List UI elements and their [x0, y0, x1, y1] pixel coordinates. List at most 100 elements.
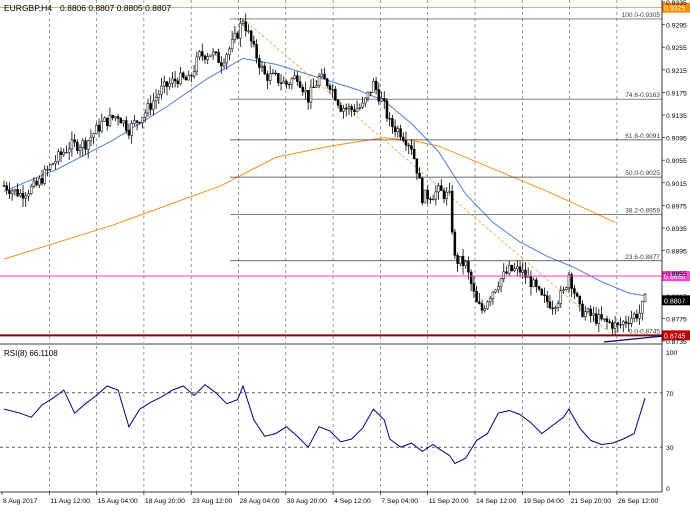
candle-body [418, 172, 421, 179]
candle-body [78, 147, 82, 151]
candle-body [40, 178, 44, 184]
candle-body [594, 313, 598, 324]
candle-body [70, 139, 74, 150]
candle-body [258, 58, 261, 68]
rsi-tick-label: 0 [666, 486, 670, 493]
candle-body [130, 123, 133, 136]
x-tick-label: 19 Sep 04:00 [523, 498, 564, 505]
candle-body [342, 108, 345, 112]
candle-body [562, 289, 565, 292]
candle-body [415, 158, 419, 174]
candle-body [206, 56, 209, 60]
candle-body [152, 100, 155, 110]
candle-body [472, 283, 476, 292]
price-tick-label: 0.8855 [666, 271, 687, 278]
candle-body [611, 322, 614, 329]
candle-body [312, 86, 315, 89]
candle-body [165, 81, 169, 87]
candle-body [116, 116, 120, 119]
candle-body [421, 177, 424, 204]
candle-body [65, 151, 68, 154]
price-tick-label: 0.8815 [666, 294, 687, 301]
candle-body [27, 193, 30, 197]
rsi-title: RSI(8) 66.1108 [4, 349, 58, 358]
price-tick-label: 0.8775 [666, 316, 687, 323]
price-tick-label: 0.9095 [666, 136, 687, 143]
candle-body [38, 178, 41, 186]
candle-body [578, 295, 582, 305]
candle-body [344, 108, 348, 110]
candle-body [583, 311, 587, 317]
candle-body [537, 286, 541, 290]
candle-body [220, 62, 223, 67]
candle-body [554, 307, 557, 310]
candle-body [309, 86, 313, 103]
candle-body [293, 75, 296, 80]
candle-body [510, 265, 514, 271]
candle-body [456, 255, 459, 264]
candle-body [453, 231, 457, 256]
candle-body [559, 290, 563, 304]
candle-body [108, 114, 112, 127]
candle-body [437, 185, 440, 193]
candle-body [521, 269, 525, 273]
candle-body [255, 44, 258, 59]
candle-body [529, 276, 533, 287]
candle-body [122, 120, 125, 124]
candle-body [143, 112, 147, 118]
candle-body [277, 73, 280, 84]
candle-body [57, 151, 60, 162]
grid [48, 0, 618, 492]
candle-body [361, 102, 364, 108]
candle-body [556, 303, 560, 308]
candle-body [350, 106, 353, 111]
candle-body [440, 185, 443, 191]
candle-body [157, 94, 161, 98]
candle-body [225, 54, 228, 64]
candle-body [176, 80, 180, 85]
candle-body [380, 98, 383, 102]
candle-body [461, 256, 465, 266]
candle-body [616, 322, 620, 325]
candle-body [573, 288, 576, 294]
candle-body [274, 72, 277, 75]
candle-body [184, 77, 188, 81]
candle-body [315, 85, 318, 88]
candle-body [244, 21, 247, 32]
candle-body [100, 121, 104, 132]
candle-body [114, 116, 117, 119]
candle-body [239, 22, 242, 39]
candle-body [97, 124, 101, 132]
candle-body [486, 301, 489, 309]
candle-body [404, 140, 408, 146]
x-tick-label: 7 Sep 04:00 [381, 498, 418, 505]
candle-body [494, 289, 497, 293]
x-tick-label: 18 Aug 20:00 [145, 498, 185, 505]
x-tick-label: 21 Sep 20:00 [571, 498, 612, 505]
candle-body [532, 279, 535, 287]
candle-body [641, 300, 644, 314]
candle-body [287, 83, 291, 86]
candle-body [589, 308, 592, 316]
candle-body [575, 293, 579, 297]
candle-body [600, 314, 603, 320]
x-tick-label: 11 Aug 12:00 [50, 498, 90, 505]
candle-body [304, 90, 307, 93]
fib-level-label: 74.6-0.9163 [625, 92, 660, 99]
candle-body [271, 72, 275, 75]
candle-body [369, 91, 372, 94]
candle-body [499, 278, 503, 287]
candle-body [62, 152, 66, 155]
candle-body [249, 30, 253, 42]
candle-body [133, 120, 136, 124]
x-tick-label: 26 Sep 12:00 [618, 498, 659, 505]
candle-body [429, 198, 432, 200]
candle-body [540, 288, 544, 296]
candle-body [86, 140, 90, 150]
candle-body [179, 72, 182, 85]
candle-body [29, 186, 33, 194]
candle-body [16, 189, 19, 197]
candle-body [247, 30, 250, 32]
